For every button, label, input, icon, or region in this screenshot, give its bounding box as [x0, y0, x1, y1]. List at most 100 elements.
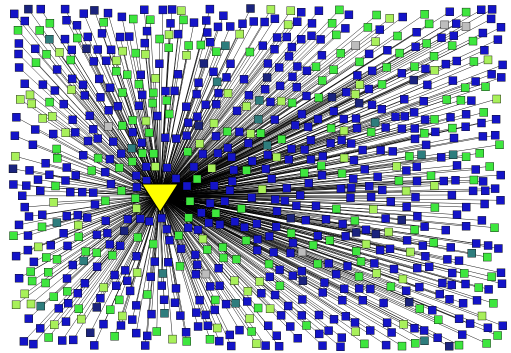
graph-node[interactable] [31, 125, 40, 134]
graph-node[interactable] [108, 251, 117, 260]
graph-node[interactable] [132, 171, 141, 180]
graph-node[interactable] [438, 278, 447, 288]
graph-node[interactable] [152, 327, 162, 336]
graph-node[interactable] [207, 163, 216, 173]
graph-node[interactable] [288, 72, 297, 81]
graph-node[interactable] [398, 274, 408, 284]
graph-node[interactable] [201, 100, 210, 109]
graph-node[interactable] [36, 4, 45, 14]
graph-node[interactable] [53, 153, 62, 163]
graph-node[interactable] [60, 4, 70, 14]
graph-node[interactable] [298, 295, 307, 304]
graph-node[interactable] [204, 218, 213, 228]
graph-node[interactable] [121, 266, 130, 275]
graph-node[interactable] [20, 79, 29, 89]
graph-node[interactable] [329, 107, 338, 116]
graph-node[interactable] [184, 41, 193, 50]
graph-node[interactable] [276, 311, 286, 320]
graph-node[interactable] [108, 137, 118, 146]
graph-node[interactable] [117, 186, 126, 195]
graph-node[interactable] [102, 56, 111, 65]
graph-node[interactable] [286, 248, 295, 258]
graph-node[interactable] [78, 80, 88, 89]
graph-node[interactable] [314, 93, 323, 102]
graph-node[interactable] [400, 95, 409, 104]
graph-node[interactable] [147, 309, 156, 319]
graph-node[interactable] [356, 257, 366, 266]
graph-node[interactable] [88, 188, 98, 197]
graph-node[interactable] [410, 124, 419, 133]
graph-node[interactable] [366, 284, 375, 294]
graph-node[interactable] [176, 244, 186, 253]
graph-node[interactable] [25, 166, 34, 175]
graph-node[interactable] [373, 172, 382, 182]
graph-node[interactable] [288, 271, 297, 280]
graph-node[interactable] [260, 84, 270, 94]
graph-node[interactable] [235, 29, 244, 39]
graph-node[interactable] [11, 152, 20, 161]
graph-node[interactable] [402, 202, 411, 212]
graph-node[interactable] [461, 7, 471, 17]
graph-node[interactable] [423, 80, 432, 90]
graph-node[interactable] [405, 151, 414, 161]
graph-node[interactable] [441, 225, 450, 235]
graph-node[interactable] [105, 83, 115, 92]
graph-node[interactable] [133, 233, 143, 242]
graph-node[interactable] [78, 150, 88, 160]
graph-node[interactable] [159, 295, 169, 304]
graph-node[interactable] [106, 179, 116, 189]
graph-node[interactable] [261, 341, 270, 350]
graph-node[interactable] [199, 59, 209, 68]
graph-node[interactable] [48, 112, 57, 121]
graph-node[interactable] [258, 41, 267, 50]
graph-node[interactable] [35, 26, 44, 35]
graph-node[interactable] [20, 202, 29, 212]
graph-node[interactable] [475, 149, 484, 158]
graph-node[interactable] [73, 210, 83, 220]
graph-node[interactable] [162, 224, 171, 234]
graph-node[interactable] [351, 114, 361, 123]
graph-node[interactable] [296, 190, 305, 200]
graph-node[interactable] [164, 43, 173, 52]
graph-node[interactable] [79, 256, 88, 266]
graph-node[interactable] [38, 80, 48, 89]
graph-node[interactable] [297, 109, 307, 119]
graph-node[interactable] [336, 184, 346, 193]
graph-node[interactable] [245, 314, 254, 323]
graph-node[interactable] [165, 235, 174, 245]
graph-node[interactable] [255, 96, 264, 105]
graph-node[interactable] [430, 65, 439, 75]
graph-node[interactable] [351, 89, 360, 99]
graph-node[interactable] [104, 106, 113, 115]
graph-node[interactable] [361, 239, 371, 249]
graph-node[interactable] [412, 176, 422, 186]
graph-node[interactable] [142, 26, 152, 36]
graph-node[interactable] [72, 21, 82, 30]
graph-node[interactable] [358, 296, 367, 305]
graph-node[interactable] [242, 297, 252, 306]
graph-node[interactable] [134, 101, 144, 110]
graph-node[interactable] [68, 335, 78, 345]
graph-node[interactable] [454, 314, 464, 323]
graph-node[interactable] [181, 328, 191, 337]
graph-node[interactable] [389, 264, 399, 274]
graph-node[interactable] [397, 124, 407, 133]
graph-node[interactable] [239, 75, 249, 84]
graph-node[interactable] [237, 204, 246, 213]
graph-node[interactable] [461, 279, 470, 289]
graph-node[interactable] [297, 311, 306, 320]
graph-node[interactable] [118, 121, 127, 130]
graph-node[interactable] [446, 113, 455, 122]
graph-node[interactable] [337, 135, 346, 145]
graph-node[interactable] [267, 174, 276, 184]
graph-node[interactable] [428, 306, 437, 315]
graph-node[interactable] [8, 164, 18, 174]
graph-node[interactable] [201, 269, 211, 279]
graph-node[interactable] [458, 330, 467, 339]
graph-node[interactable] [59, 229, 68, 238]
graph-node[interactable] [210, 295, 220, 305]
graph-node[interactable] [62, 16, 71, 25]
graph-node[interactable] [471, 77, 480, 86]
graph-node[interactable] [298, 276, 308, 285]
graph-node[interactable] [341, 231, 350, 241]
